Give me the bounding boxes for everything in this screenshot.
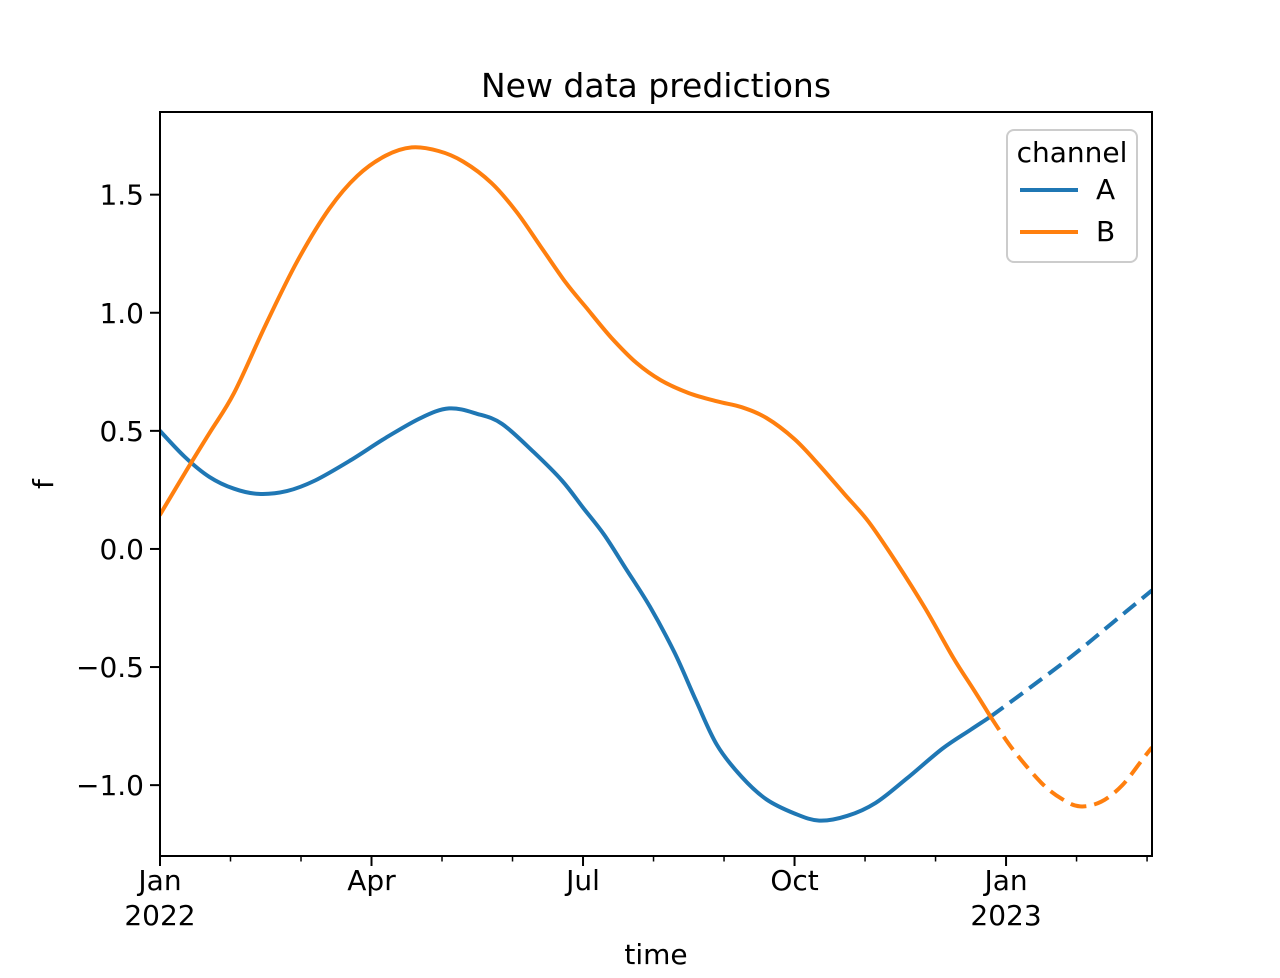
x-tick-label: Jul <box>564 864 600 897</box>
x-axis-label: time <box>624 938 688 971</box>
y-tick-label: 0.5 <box>99 415 144 448</box>
curve-B-observed <box>160 145 993 719</box>
y-tick-label: −0.5 <box>76 651 144 684</box>
curve-A-observed <box>160 406 993 823</box>
legend-entry-a: A <box>1008 169 1136 211</box>
legend-entry-b: B <box>1008 211 1136 253</box>
curve-B-predicted <box>988 715 1152 809</box>
x-tick-label: Apr <box>347 864 396 897</box>
axes-spines <box>159 111 1153 857</box>
y-tick-label: 1.0 <box>99 297 144 330</box>
x-tick-label: Jan <box>136 864 181 897</box>
legend-line-b-icon <box>1020 230 1078 234</box>
legend: channel A B <box>1006 129 1138 263</box>
x-tick-label: Oct <box>770 864 818 897</box>
x-tick-label: Jan <box>982 864 1027 897</box>
curve-A-predicted <box>989 588 1152 719</box>
x-tick-sublabel: 2022 <box>124 899 195 932</box>
legend-label-b: B <box>1096 215 1116 248</box>
chart-title: New data predictions <box>480 66 832 105</box>
legend-line-a-icon <box>1020 188 1078 192</box>
legend-label-a: A <box>1096 173 1116 206</box>
y-tick-label: 1.5 <box>99 179 144 212</box>
y-tick-label: 0.0 <box>99 533 144 566</box>
legend-title: channel <box>1016 136 1128 169</box>
y-tick-label: −1.0 <box>76 769 144 802</box>
x-tick-sublabel: 2023 <box>970 899 1041 932</box>
